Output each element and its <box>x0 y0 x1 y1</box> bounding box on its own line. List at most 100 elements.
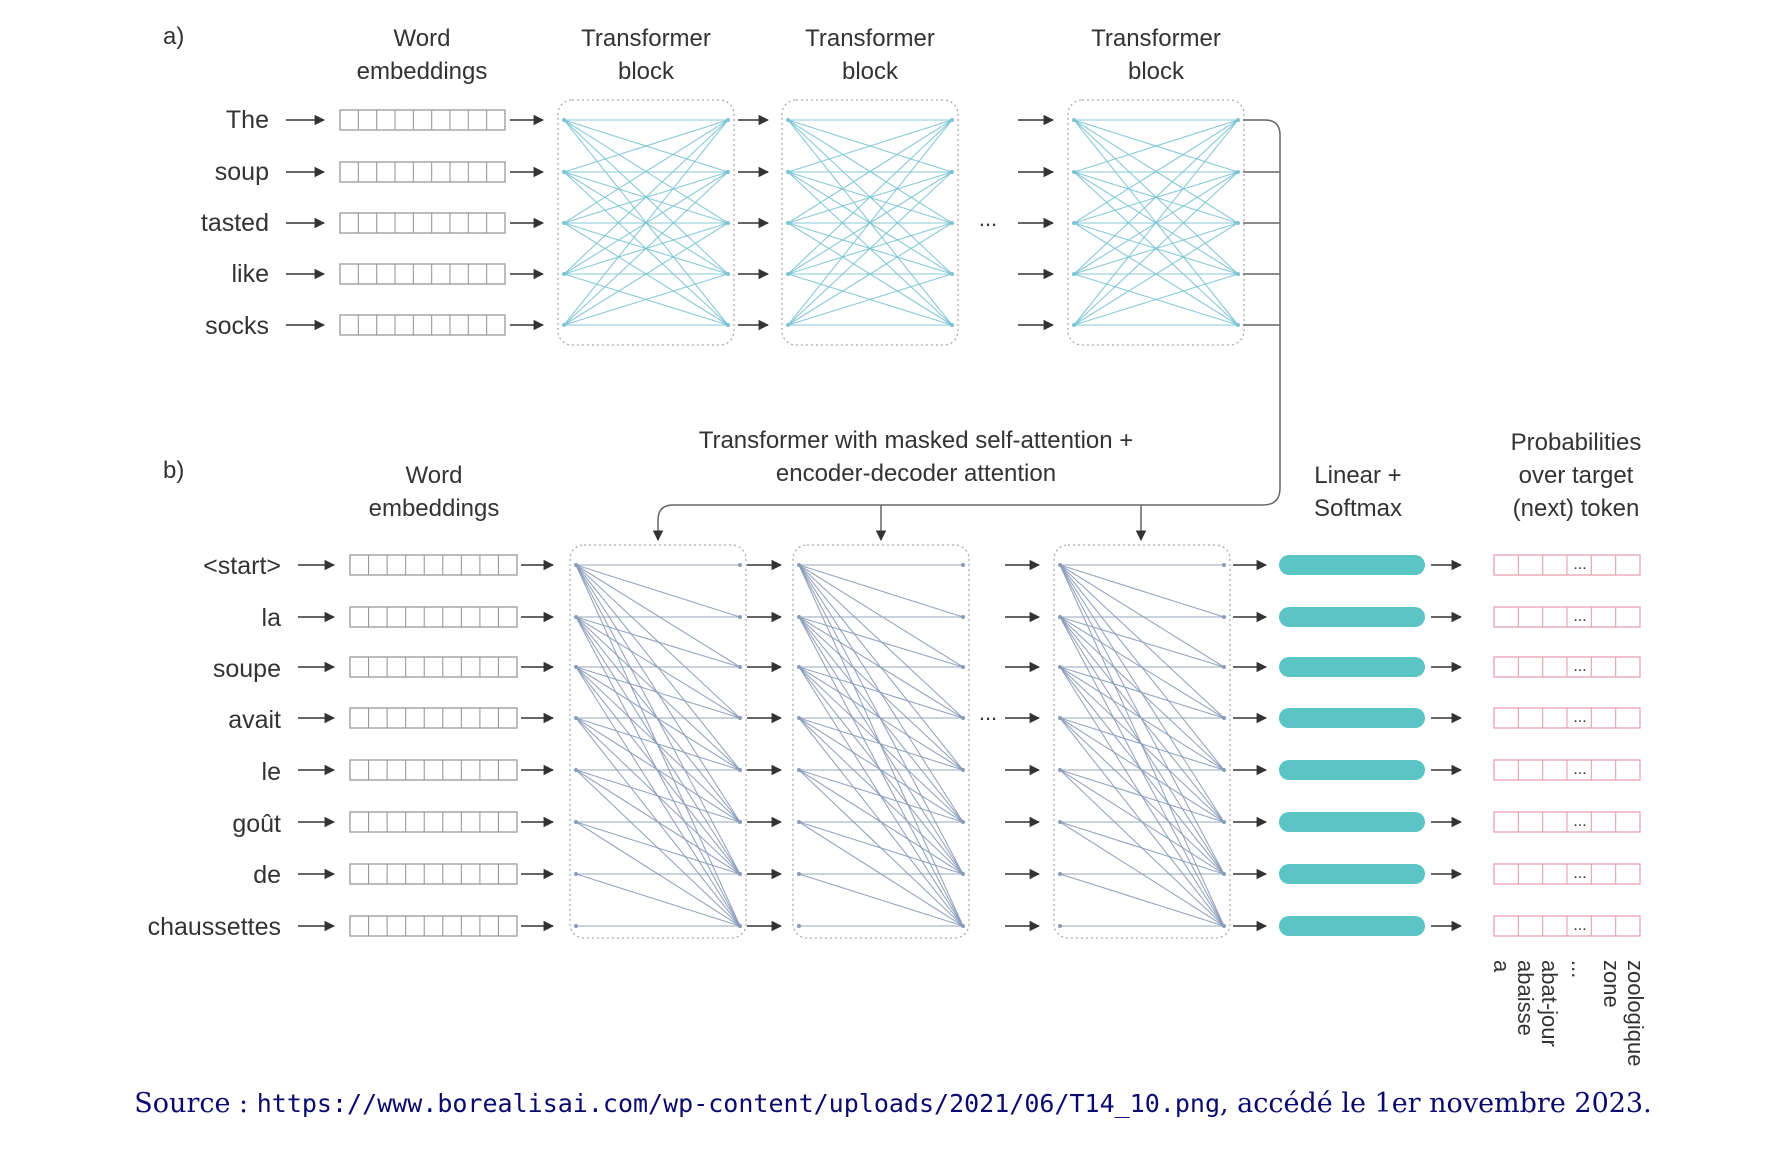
embedding-vector <box>349 915 518 937</box>
part-a-block1-header-line1: Transformer <box>581 25 711 52</box>
attention-link <box>787 119 953 275</box>
linear-softmax-bar <box>1279 657 1425 677</box>
attention-link <box>1059 564 1225 618</box>
node <box>1058 768 1062 772</box>
node <box>1058 924 1062 928</box>
attention-link <box>1073 273 1239 326</box>
attention-link <box>575 769 741 823</box>
node <box>738 924 742 928</box>
node <box>1222 768 1226 772</box>
node <box>1222 615 1226 619</box>
node <box>738 665 742 669</box>
attention-link <box>798 666 964 719</box>
node <box>786 323 790 327</box>
node <box>574 872 578 876</box>
attention-link <box>1059 821 1225 875</box>
node <box>1236 118 1240 122</box>
probability-ellipsis: ... <box>1573 556 1586 573</box>
node <box>562 323 566 327</box>
embedding-vector <box>349 656 518 678</box>
embedding-vector <box>1493 759 1641 781</box>
probability-ellipsis: ... <box>1573 608 1586 625</box>
attention-link <box>575 873 741 927</box>
node <box>1222 665 1226 669</box>
embedding-cell-frame <box>339 314 506 336</box>
attention-link <box>563 119 729 224</box>
node <box>1236 221 1240 225</box>
part-a-arrows <box>286 114 1055 331</box>
decoder-block <box>569 544 747 939</box>
attention-link <box>798 564 964 668</box>
vocabulary-label: a <box>1489 960 1514 973</box>
node <box>797 563 801 567</box>
part-a-transformer-blocks <box>557 99 1245 346</box>
embedding-vector <box>349 606 518 628</box>
embedding-cell-frame <box>349 656 518 678</box>
node <box>1058 563 1062 567</box>
embedding-cell-frame <box>349 759 518 781</box>
node <box>574 563 578 567</box>
part-b-word: le <box>262 758 281 786</box>
attention-link <box>575 616 741 771</box>
attention-link <box>798 616 964 927</box>
attention-link <box>1073 171 1239 326</box>
attention-link <box>575 616 741 875</box>
attention-link <box>798 616 964 875</box>
embedding-cell-frame <box>349 707 518 729</box>
part-a-embeddings <box>339 109 506 336</box>
attention-link <box>563 273 729 326</box>
embedding-vector <box>1493 707 1641 729</box>
vocabulary-label: abat-jour <box>1537 960 1562 1047</box>
part-b-word: avait <box>228 706 281 734</box>
node <box>797 768 801 772</box>
attention-link <box>575 564 741 668</box>
embedding-vector <box>349 863 518 885</box>
embedding-vector <box>1493 606 1641 628</box>
attention-link <box>798 821 964 875</box>
node <box>574 768 578 772</box>
node <box>574 820 578 824</box>
part-a-ellipsis: ... <box>979 206 997 231</box>
attention-link <box>575 564 741 618</box>
attention-link <box>787 119 953 224</box>
transformer-block <box>1067 99 1245 346</box>
node <box>726 221 730 225</box>
node <box>574 924 578 928</box>
node <box>1222 716 1226 720</box>
embedding-cell-frame <box>349 606 518 628</box>
node <box>1058 820 1062 824</box>
attention-link <box>798 564 964 618</box>
node <box>961 924 965 928</box>
node <box>1072 221 1076 225</box>
attention-link <box>787 119 953 173</box>
node <box>574 716 578 720</box>
part-b-word: <start> <box>203 552 281 580</box>
part-a-block3-header-line1: Transformer <box>1091 25 1221 52</box>
attention-link <box>798 616 964 771</box>
node <box>1058 872 1062 876</box>
attention-link <box>1059 873 1225 927</box>
node <box>738 820 742 824</box>
part-b-decoder-blocks <box>569 544 1231 939</box>
node <box>562 170 566 174</box>
embedding-cell-frame <box>339 161 506 183</box>
embedding-vector <box>349 554 518 576</box>
attention-link <box>787 273 953 326</box>
node <box>950 118 954 122</box>
probabilities-header-line1: Probabilities <box>1511 429 1642 456</box>
part-b-input-words: <start> la soupe avait le goût de chauss… <box>148 552 282 941</box>
source-citation: Source : https://www.borealisai.com/wp-c… <box>0 1088 1786 1119</box>
attention-link <box>1073 119 1239 224</box>
node <box>562 272 566 276</box>
part-a-input-words: The soup tasted like socks <box>201 106 269 340</box>
attention-link <box>787 119 953 326</box>
transformer-block <box>781 99 959 346</box>
source-prefix: Source : <box>134 1088 257 1119</box>
source-url[interactable]: https://www.borealisai.com/wp-content/up… <box>256 1089 1220 1118</box>
part-a-block3-header-line2: block <box>1128 58 1185 85</box>
embedding-cell-frame <box>349 811 518 833</box>
node <box>961 768 965 772</box>
attention-link <box>563 119 729 275</box>
attention-link <box>798 873 964 927</box>
